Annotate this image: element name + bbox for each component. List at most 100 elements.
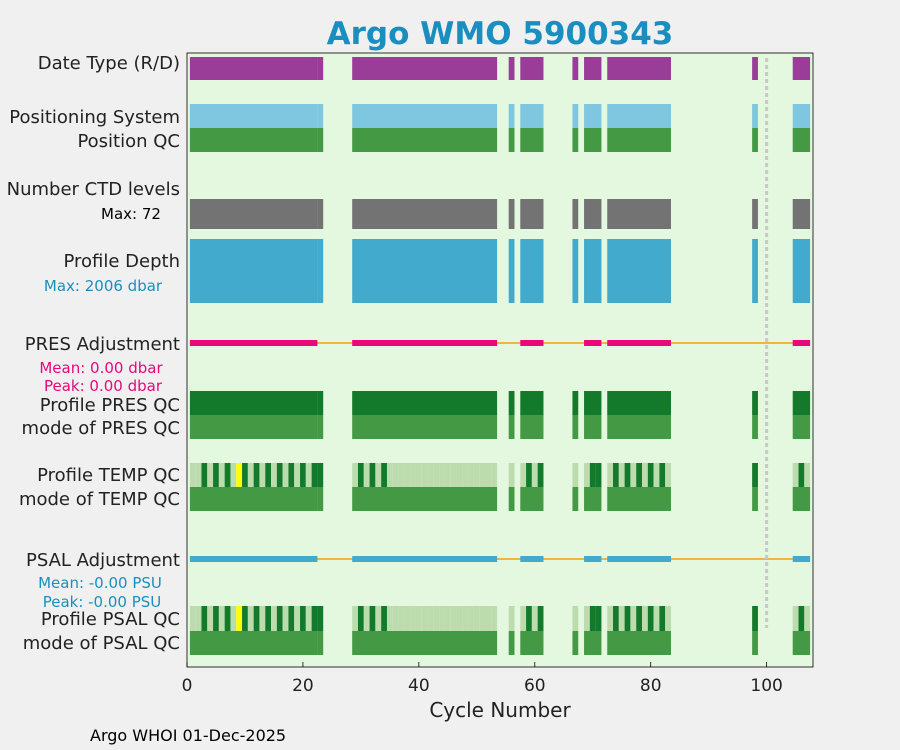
profile-temp-qc-cell bbox=[294, 463, 301, 487]
profile-temp-qc-cell bbox=[410, 463, 416, 487]
positioning-system-bar bbox=[352, 104, 498, 128]
profile-temp-qc-cell bbox=[259, 463, 266, 487]
profile-psal-qc-cell bbox=[584, 606, 590, 631]
mode-psal-qc-bar bbox=[508, 631, 515, 655]
psal-adjustment-bar bbox=[607, 556, 671, 562]
profile-temp-qc-cell bbox=[531, 463, 538, 487]
data-bars bbox=[189, 57, 811, 655]
profile-psal-qc-cell bbox=[427, 606, 434, 631]
profile-temp-qc-cell bbox=[230, 463, 237, 487]
position-qc-bar bbox=[520, 128, 544, 152]
profile-psal-qc-cell bbox=[421, 606, 428, 631]
profile-psal-qc-cell bbox=[415, 606, 422, 631]
positioning-system-bar bbox=[508, 104, 515, 128]
label-psal-adjustment: PSAL Adjustment bbox=[26, 550, 180, 571]
profile-depth-bar bbox=[752, 239, 758, 303]
psal-peak-value: Peak: -0.00 PSU bbox=[43, 593, 162, 611]
profile-psal-qc-cell bbox=[300, 606, 306, 631]
profile-depth-bar bbox=[189, 239, 318, 303]
profile-psal-qc-cell bbox=[624, 606, 631, 631]
profile-psal-qc-cell bbox=[247, 606, 254, 631]
profile-psal-qc-cell bbox=[468, 606, 474, 631]
ctd-levels-bar bbox=[584, 199, 602, 229]
ctd-levels-bar bbox=[352, 199, 498, 229]
profile-psal-qc-cell bbox=[479, 606, 486, 631]
footer-credit: Argo WHOI 01-Dec-2025 bbox=[90, 726, 286, 745]
profile-pres-qc-bar bbox=[792, 391, 811, 415]
profile-temp-qc-cell bbox=[485, 463, 492, 487]
pres-adjustment-bar bbox=[607, 340, 671, 346]
mode-psal-qc-bar bbox=[317, 631, 324, 655]
profile-temp-qc-cell bbox=[213, 463, 219, 487]
profile-psal-qc-cell bbox=[647, 606, 654, 631]
profile-psal-qc-cell bbox=[288, 606, 295, 631]
chart-title: Argo WMO 5900343 bbox=[327, 16, 674, 52]
label-position-qc: Position QC bbox=[77, 131, 180, 152]
position-qc-bar bbox=[792, 128, 811, 152]
profile-psal-qc-cell bbox=[630, 606, 637, 631]
profile-temp-qc-cell bbox=[659, 463, 666, 487]
profile-psal-qc-cell bbox=[485, 606, 492, 631]
profile-temp-qc-cell bbox=[282, 463, 289, 487]
date-type-bar bbox=[189, 57, 318, 80]
profile-depth-bar bbox=[792, 239, 811, 303]
profile-temp-qc-cell bbox=[218, 463, 225, 487]
positioning-system-bar bbox=[189, 104, 318, 128]
profile-psal-qc-cell bbox=[352, 606, 358, 631]
profile-temp-qc-cell bbox=[207, 463, 214, 487]
profile-psal-qc-cell bbox=[218, 606, 225, 631]
mode-psal-qc-bar bbox=[572, 631, 579, 655]
position-qc-bar bbox=[752, 128, 758, 152]
profile-psal-qc-cell bbox=[305, 606, 312, 631]
mode-temp-qc-bar bbox=[792, 487, 811, 511]
label-mode-pres-qc: mode of PRES QC bbox=[22, 418, 180, 439]
profile-psal-qc-cell bbox=[253, 606, 260, 631]
profile-temp-qc-cell bbox=[537, 463, 544, 487]
profile-pres-qc-bar bbox=[352, 391, 498, 415]
profile-psal-qc-cell bbox=[398, 606, 405, 631]
mode-temp-qc-bar bbox=[607, 487, 671, 511]
profile-temp-qc-cell bbox=[369, 463, 376, 487]
profile-temp-qc-cell bbox=[450, 463, 457, 487]
profile-depth-bar bbox=[584, 239, 602, 303]
profile-psal-qc-cell bbox=[607, 606, 614, 631]
profile-psal-qc-cell bbox=[259, 606, 266, 631]
profile-temp-qc-cell bbox=[242, 463, 248, 487]
profile-temp-qc-cell bbox=[357, 463, 364, 487]
profile-temp-qc-cell bbox=[508, 463, 515, 487]
profile-temp-qc-cell bbox=[305, 463, 312, 487]
mode-pres-qc-bar bbox=[607, 415, 671, 439]
profile-pres-qc-bar bbox=[584, 391, 602, 415]
position-qc-bar bbox=[189, 128, 318, 152]
profile-temp-qc-cell bbox=[479, 463, 486, 487]
profile-pres-qc-bar bbox=[508, 391, 515, 415]
profile-temp-qc-cell bbox=[398, 463, 405, 487]
pres-adjustment-bar bbox=[792, 340, 811, 346]
ctd-levels-bar bbox=[607, 199, 671, 229]
profile-psal-qc-cell bbox=[798, 606, 805, 631]
profile-temp-qc-cell bbox=[607, 463, 614, 487]
profile-depth-bar bbox=[508, 239, 515, 303]
profile-psal-qc-cell bbox=[526, 606, 532, 631]
profile-depth-bar bbox=[607, 239, 671, 303]
mode-psal-qc-bar bbox=[189, 631, 318, 655]
date-type-bar bbox=[752, 57, 758, 80]
profile-temp-qc-cell bbox=[201, 463, 208, 487]
profile-temp-qc-cell bbox=[491, 463, 498, 487]
label-mode-psal-qc: mode of PSAL QC bbox=[23, 633, 180, 654]
profile-psal-qc-cell bbox=[207, 606, 214, 631]
positioning-system-bar bbox=[572, 104, 579, 128]
ctd-levels-bar bbox=[317, 199, 324, 229]
ctd-levels-bar bbox=[792, 199, 811, 229]
profile-depth-bar bbox=[317, 239, 324, 303]
position-qc-bar bbox=[352, 128, 498, 152]
ctd-levels-bar bbox=[752, 199, 758, 229]
profile-psal-qc-cell bbox=[410, 606, 416, 631]
profile-temp-qc-cell bbox=[595, 463, 602, 487]
ctd-levels-bar bbox=[520, 199, 544, 229]
profile-temp-qc-cell bbox=[439, 463, 445, 487]
profile-psal-qc-cell bbox=[433, 606, 440, 631]
position-qc-bar bbox=[607, 128, 671, 152]
psal-adjustment-bar bbox=[189, 556, 318, 562]
